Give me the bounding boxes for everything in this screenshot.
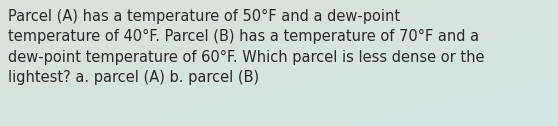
Text: Parcel (A) has a temperature of 50°F and a dew-point
temperature of 40°F. Parcel: Parcel (A) has a temperature of 50°F and… xyxy=(8,9,485,85)
